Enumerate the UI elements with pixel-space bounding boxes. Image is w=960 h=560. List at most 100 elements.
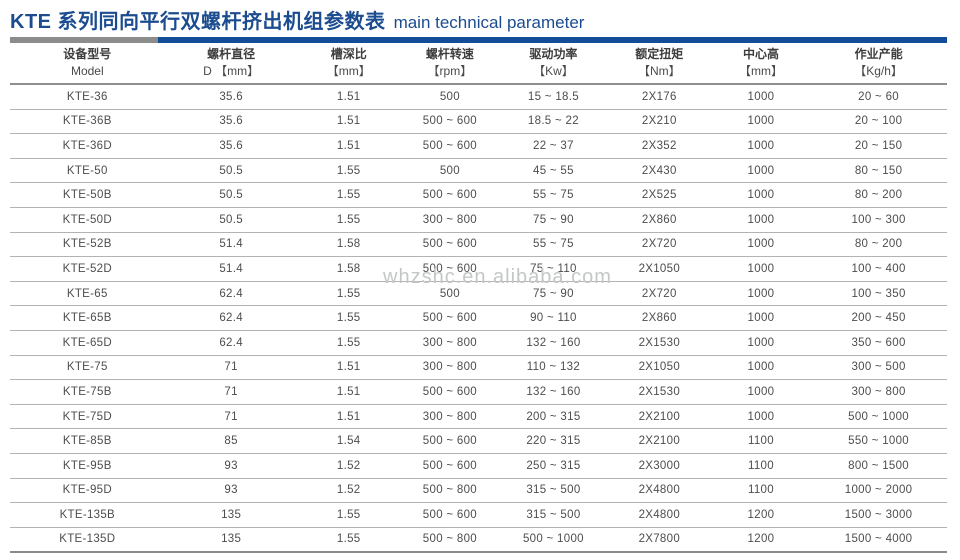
table-header: 设备型号 Model 螺杆直径 D 【mm】 槽深比 【mm】 螺杆转速 【rpm】 驱… [10, 43, 947, 85]
col-header-drive-power: 驱动功率 【Kw】 [500, 43, 607, 85]
cell-output-capacity: 100 ~ 400 [810, 256, 947, 282]
cell-drive-power: 500 ~ 1000 [500, 527, 607, 554]
cell-output-capacity: 100 ~ 350 [810, 281, 947, 307]
cell-model: KTE-50B [10, 182, 165, 208]
cell-screw-speed: 500 [399, 281, 501, 307]
cell-screw-speed: 500 ~ 600 [399, 379, 501, 405]
cell-groove-depth-ratio: 1.51 [297, 404, 400, 430]
table-row: KTE-75B 71 1.51 500 ~ 600 132 ~ 160 2X15… [10, 379, 947, 405]
cell-rated-torque: 2X210 [606, 109, 712, 135]
cell-model: KTE-65B [10, 305, 165, 331]
cell-drive-power: 22 ~ 37 [500, 133, 607, 159]
cell-output-capacity: 100 ~ 300 [810, 207, 947, 233]
cell-drive-power: 55 ~ 75 [500, 232, 607, 258]
cell-screw-diameter: 93 [164, 453, 298, 479]
cell-rated-torque: 2X7800 [606, 527, 712, 554]
cell-center-height: 1000 [711, 84, 811, 110]
cell-model: KTE-65 [10, 281, 165, 307]
cell-rated-torque: 2X2100 [606, 428, 712, 454]
cell-screw-speed: 500 ~ 800 [399, 527, 501, 554]
table-header-row: 设备型号 Model 螺杆直径 D 【mm】 槽深比 【mm】 螺杆转速 【rpm】 驱… [10, 43, 947, 85]
cell-output-capacity: 80 ~ 150 [810, 158, 947, 184]
cell-screw-speed: 300 ~ 800 [399, 330, 501, 356]
cell-rated-torque: 2X720 [606, 281, 712, 307]
col-header-screw-speed: 螺杆转速 【rpm】 [399, 43, 501, 85]
table-row: KTE-36D 35.6 1.51 500 ~ 600 22 ~ 37 2X35… [10, 133, 947, 159]
cell-screw-diameter: 35.6 [164, 84, 298, 110]
cell-output-capacity: 300 ~ 800 [810, 379, 947, 405]
cell-screw-diameter: 62.4 [164, 281, 298, 307]
cell-rated-torque: 2X1530 [606, 330, 712, 356]
cell-drive-power: 45 ~ 55 [500, 158, 607, 184]
cell-drive-power: 18.5 ~ 22 [500, 109, 607, 135]
cell-groove-depth-ratio: 1.54 [297, 428, 400, 454]
accent-bar [10, 37, 947, 43]
cell-screw-diameter: 135 [164, 527, 298, 554]
cell-groove-depth-ratio: 1.55 [297, 330, 400, 356]
cell-groove-depth-ratio: 1.51 [297, 379, 400, 405]
table-row: KTE-52B 51.4 1.58 500 ~ 600 55 ~ 75 2X72… [10, 232, 947, 258]
table-row: KTE-65B 62.4 1.55 500 ~ 600 90 ~ 110 2X8… [10, 305, 947, 331]
cell-drive-power: 250 ~ 315 [500, 453, 607, 479]
cell-groove-depth-ratio: 1.58 [297, 256, 400, 282]
cell-center-height: 1000 [711, 158, 811, 184]
cell-output-capacity: 20 ~ 60 [810, 84, 947, 110]
table-row: KTE-75 71 1.51 300 ~ 800 110 ~ 132 2X105… [10, 355, 947, 381]
cell-groove-depth-ratio: 1.51 [297, 355, 400, 381]
cell-output-capacity: 800 ~ 1500 [810, 453, 947, 479]
cell-screw-speed: 500 ~ 600 [399, 256, 501, 282]
cell-rated-torque: 2X525 [606, 182, 712, 208]
cell-output-capacity: 1000 ~ 2000 [810, 478, 947, 504]
cell-drive-power: 110 ~ 132 [500, 355, 607, 381]
table-row: KTE-135B 135 1.55 500 ~ 600 315 ~ 500 2X… [10, 502, 947, 528]
cell-center-height: 1100 [711, 428, 811, 454]
cell-screw-speed: 500 ~ 600 [399, 133, 501, 159]
col-header-screw-diameter: 螺杆直径 D 【mm】 [164, 43, 298, 85]
table-body: KTE-36 35.6 1.51 500 15 ~ 18.5 2X176 100… [10, 84, 947, 554]
cell-model: KTE-135B [10, 502, 165, 528]
table-row: KTE-85B 85 1.54 500 ~ 600 220 ~ 315 2X21… [10, 428, 947, 454]
cell-output-capacity: 550 ~ 1000 [810, 428, 947, 454]
cell-drive-power: 75 ~ 90 [500, 207, 607, 233]
cell-model: KTE-65D [10, 330, 165, 356]
table-row: KTE-36 35.6 1.51 500 15 ~ 18.5 2X176 100… [10, 84, 947, 110]
cell-rated-torque: 2X1530 [606, 379, 712, 405]
cell-center-height: 1000 [711, 109, 811, 135]
cell-rated-torque: 2X3000 [606, 453, 712, 479]
cell-groove-depth-ratio: 1.55 [297, 207, 400, 233]
cell-drive-power: 15 ~ 18.5 [500, 84, 607, 110]
cell-groove-depth-ratio: 1.55 [297, 182, 400, 208]
parameters-table: 设备型号 Model 螺杆直径 D 【mm】 槽深比 【mm】 螺杆转速 【rpm】 驱… [10, 43, 947, 554]
cell-screw-diameter: 35.6 [164, 133, 298, 159]
cell-screw-diameter: 62.4 [164, 330, 298, 356]
cell-screw-speed: 500 [399, 84, 501, 110]
cell-rated-torque: 2X1050 [606, 355, 712, 381]
cell-output-capacity: 20 ~ 100 [810, 109, 947, 135]
cell-center-height: 1000 [711, 281, 811, 307]
cell-groove-depth-ratio: 1.52 [297, 478, 400, 504]
cell-center-height: 1000 [711, 133, 811, 159]
accent-bar-gray-segment [10, 37, 158, 43]
cell-drive-power: 132 ~ 160 [500, 330, 607, 356]
cell-groove-depth-ratio: 1.55 [297, 502, 400, 528]
cell-model: KTE-85B [10, 428, 165, 454]
cell-screw-speed: 500 [399, 158, 501, 184]
table-row: KTE-95D 93 1.52 500 ~ 800 315 ~ 500 2X48… [10, 478, 947, 504]
cell-groove-depth-ratio: 1.55 [297, 281, 400, 307]
cell-output-capacity: 1500 ~ 4000 [810, 527, 947, 554]
cell-screw-speed: 500 ~ 600 [399, 428, 501, 454]
cell-screw-diameter: 85 [164, 428, 298, 454]
col-header-output-capacity: 作业产能 【Kg/h】 [810, 43, 947, 85]
col-header-center-height: 中心高 【mm】 [711, 43, 811, 85]
cell-center-height: 1000 [711, 256, 811, 282]
cell-screw-diameter: 71 [164, 379, 298, 405]
table-row: KTE-50B 50.5 1.55 500 ~ 600 55 ~ 75 2X52… [10, 182, 947, 208]
cell-center-height: 1200 [711, 502, 811, 528]
cell-output-capacity: 80 ~ 200 [810, 232, 947, 258]
cell-center-height: 1000 [711, 232, 811, 258]
table-row: KTE-65 62.4 1.55 500 75 ~ 90 2X720 1000 … [10, 281, 947, 307]
cell-model: KTE-36B [10, 109, 165, 135]
cell-groove-depth-ratio: 1.51 [297, 109, 400, 135]
cell-drive-power: 75 ~ 110 [500, 256, 607, 282]
cell-model: KTE-52D [10, 256, 165, 282]
